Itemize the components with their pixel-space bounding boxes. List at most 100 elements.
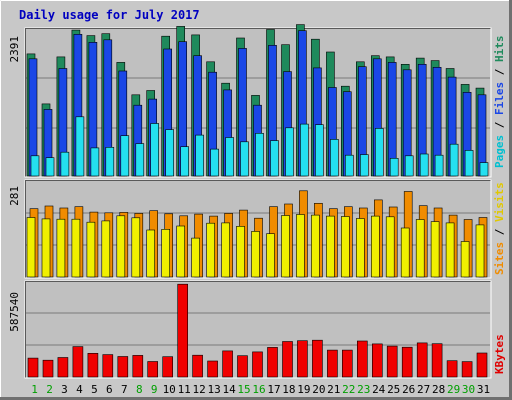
- bar-kbytes: [132, 355, 144, 378]
- bar-pages: [285, 127, 294, 177]
- bar-sites: [340, 216, 350, 278]
- bar-pages: [419, 153, 429, 177]
- bar-pages: [330, 139, 339, 177]
- day-label: 14: [222, 383, 236, 396]
- bar-kbytes: [147, 361, 158, 378]
- bar-pages: [270, 140, 279, 177]
- bar-kbytes: [312, 339, 323, 378]
- bar-pages: [195, 134, 204, 177]
- legend-hits: Hits: [493, 36, 506, 63]
- day-label: 4: [76, 383, 83, 396]
- legend-visits: Visits: [493, 182, 506, 222]
- day-label: 24: [372, 383, 386, 396]
- bar-kbytes: [57, 357, 69, 378]
- bar-sites: [355, 218, 365, 278]
- day-label: 1: [31, 383, 38, 396]
- day-label: 3: [61, 383, 68, 396]
- bar-sites: [206, 222, 215, 278]
- bar-sites: [146, 229, 155, 278]
- bar-kbytes: [356, 340, 368, 378]
- bar-sites: [86, 221, 96, 278]
- bar-pages: [449, 143, 459, 177]
- bar-kbytes: [252, 351, 263, 378]
- day-label: 12: [192, 383, 205, 396]
- bar-kbytes: [177, 283, 188, 378]
- bar-pages: [60, 151, 70, 177]
- day-label: 16: [252, 383, 265, 396]
- bar-kbytes: [267, 347, 278, 378]
- bar-kbytes: [446, 360, 458, 378]
- bar-pages: [344, 154, 354, 177]
- day-label: 27: [417, 383, 430, 396]
- bar-sites: [116, 215, 126, 278]
- bar-pages: [165, 129, 174, 177]
- bar-sites: [56, 218, 66, 278]
- bar-sites: [221, 222, 230, 278]
- bar-pages: [105, 147, 115, 177]
- legend-separator: /: [493, 222, 506, 242]
- panel-3-bars: [27, 283, 488, 378]
- bar-pages: [90, 147, 100, 177]
- bar-pages: [255, 133, 264, 177]
- bar-kbytes: [327, 349, 338, 378]
- bar-sites: [296, 214, 305, 278]
- panel-2-legend: Sites / Visits: [493, 182, 506, 275]
- day-label: 19: [297, 383, 310, 396]
- panel-2-bars: [26, 190, 488, 278]
- day-label: 30: [462, 383, 475, 396]
- bar-sites: [266, 233, 275, 278]
- bar-sites: [176, 225, 185, 278]
- legend-sites: Sites: [493, 242, 506, 275]
- day-label: 28: [432, 383, 445, 396]
- bar-sites: [191, 237, 200, 278]
- panel-3-max-label: 587540: [8, 292, 21, 332]
- chart-title: Daily usage for July 2017: [19, 8, 200, 22]
- bar-sites: [430, 221, 440, 278]
- bar-sites: [71, 218, 81, 278]
- bar-pages: [225, 137, 234, 177]
- bar-sites: [26, 217, 36, 278]
- bar-pages: [120, 135, 130, 177]
- panel-3-legend: KBytes: [493, 334, 506, 374]
- bar-kbytes: [431, 343, 443, 378]
- day-label: 22: [342, 383, 355, 396]
- panel-1-bars: [26, 24, 489, 177]
- bar-pages: [135, 143, 145, 177]
- bar-pages: [434, 154, 444, 177]
- day-label: 23: [357, 383, 370, 396]
- bar-pages: [300, 123, 309, 177]
- bar-sites: [101, 220, 111, 278]
- panel-1-legend: Pages / Files / Hits: [493, 36, 506, 169]
- bar-pages: [240, 141, 249, 177]
- bar-pages: [389, 158, 399, 177]
- panel-visits-sites: 281 Sites / Visits: [8, 179, 506, 279]
- bar-kbytes: [72, 346, 84, 378]
- bar-sites: [475, 224, 485, 278]
- panel-2-inner-shadow: [25, 180, 491, 278]
- legend-separator: /: [493, 115, 506, 135]
- legend-separator: /: [493, 62, 506, 82]
- legend-kbytes: KBytes: [493, 334, 506, 374]
- day-label: 9: [151, 383, 158, 396]
- day-label: 6: [106, 383, 113, 396]
- bar-kbytes: [416, 342, 428, 378]
- panel-hits-files-pages: 2391 Pages / Files / Hits: [8, 24, 506, 178]
- day-label: 26: [402, 383, 415, 396]
- bar-kbytes: [401, 346, 413, 378]
- bar-pages: [180, 146, 189, 177]
- bar-sites: [326, 215, 335, 278]
- panel-kbytes: 587540 KBytes: [8, 280, 506, 379]
- legend-files: Files: [493, 82, 506, 115]
- bar-kbytes: [237, 355, 248, 378]
- bar-kbytes: [222, 350, 233, 378]
- bar-sites: [385, 216, 395, 278]
- bar-sites: [445, 222, 455, 278]
- bar-kbytes: [282, 341, 293, 378]
- day-label: 15: [237, 383, 250, 396]
- day-label: 7: [121, 383, 128, 396]
- day-label: 13: [207, 383, 220, 396]
- day-label: 2: [46, 383, 53, 396]
- bar-pages: [150, 123, 159, 177]
- bar-pages: [210, 148, 219, 177]
